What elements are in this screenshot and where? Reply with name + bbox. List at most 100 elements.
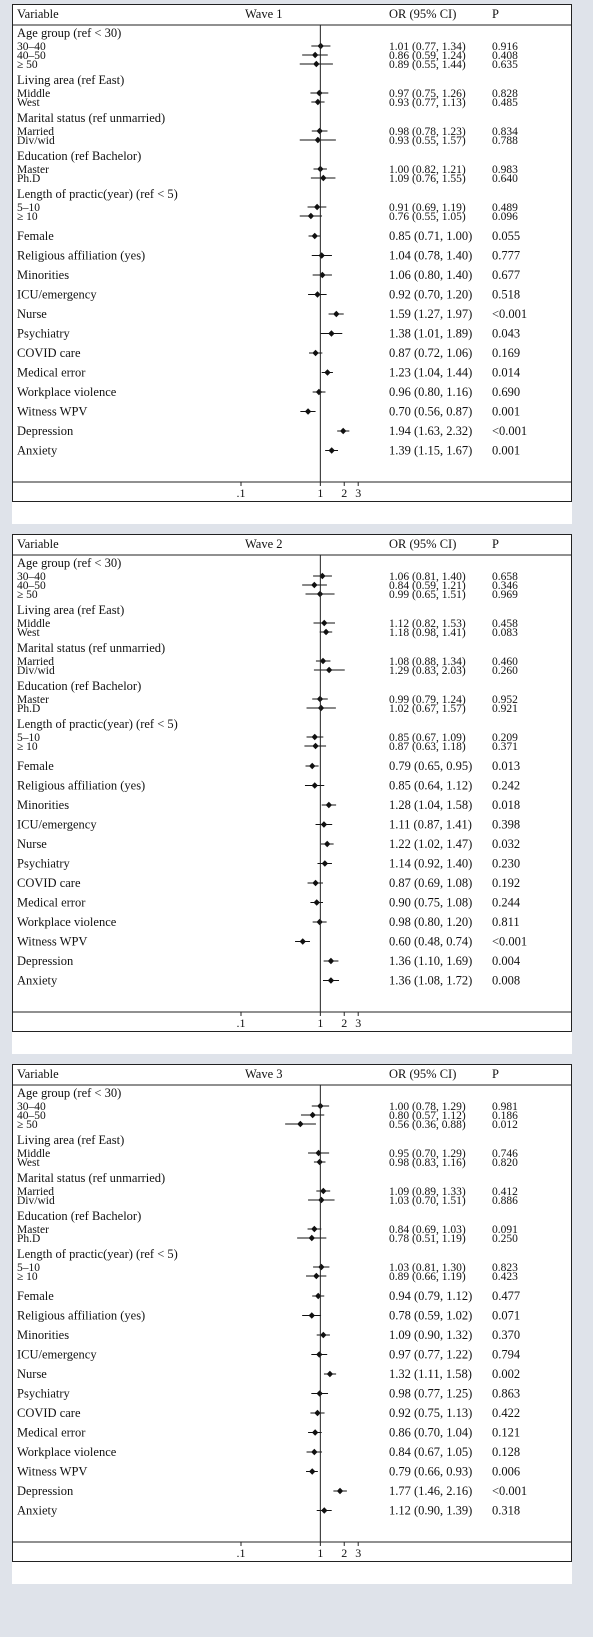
x-tick-label: 2 [341,486,347,500]
odds-ratio-marker [311,581,318,589]
or-ci-value: 1.94 (1.63, 2.32) [389,424,472,438]
column-header-or: OR (95% CI) [389,1067,456,1081]
p-value: <0.001 [492,307,527,321]
x-tick-label: 3 [355,1016,361,1030]
x-tick-label: 1 [317,1016,323,1030]
row-label: Nurse [17,307,47,321]
column-header-p: P [492,537,499,551]
or-ci-value: 0.89 (0.66, 1.19) [389,1271,466,1283]
or-ci-value: 0.98 (0.80, 1.20) [389,915,472,929]
p-value: 0.014 [492,366,521,380]
row-label: 5–10 [17,202,40,214]
row-label: Workplace violence [17,915,117,929]
odds-ratio-marker [308,1312,315,1319]
or-ci-value: 0.84 (0.59, 1.21) [389,580,466,592]
p-value: 0.886 [492,1195,518,1207]
or-ci-value: 1.12 (0.82, 1.53) [389,618,466,630]
x-tick-label: 1 [317,486,323,500]
odds-ratio-marker [327,957,335,965]
or-ci-value: 0.80 (0.57, 1.12) [389,1110,466,1122]
row-label: Religious affiliation (yes) [17,249,145,263]
column-header-or: OR (95% CI) [389,7,456,21]
p-value: 0.412 [492,1186,518,1198]
group-label: Age group (ref < 30) [17,1086,121,1100]
odds-ratio-marker [320,1331,327,1339]
row-label: Div/wid [17,665,55,677]
or-ci-value: 1.59 (1.27, 1.97) [389,307,472,321]
odds-ratio-marker [314,1409,321,1417]
odds-ratio-marker [328,330,335,337]
or-ci-value: 1.03 (0.70, 1.51) [389,1195,466,1207]
row-label: 30–40 [17,41,46,53]
p-value: 0.242 [492,779,520,793]
row-label: Middle [17,1148,50,1160]
column-header-p: P [492,7,499,21]
row-label: Religious affiliation (yes) [17,1309,145,1323]
or-ci-value: 1.00 (0.82, 1.21) [389,164,466,176]
p-value: 0.983 [492,164,518,176]
wave-2-panel: Variable Wave 2 OR (95% CI) P Age group (ref… [12,534,572,1054]
p-value: 0.981 [492,1101,518,1113]
odds-ratio-marker [316,1351,323,1358]
group-label: Marital status (ref unmarried) [17,111,165,125]
or-ci-value: 0.99 (0.65, 1.51) [389,589,466,601]
p-value: 0.370 [492,1328,520,1342]
p-value: 0.121 [492,1426,520,1440]
odds-ratio-marker [311,51,319,59]
group-label: Marital status (ref unmarried) [17,1171,165,1185]
odds-ratio-marker [336,1487,344,1495]
wave-title: Wave 3 [245,1067,283,1081]
row-label: ≥ 50 [17,589,38,601]
or-ci-value: 0.94 (0.79, 1.12) [389,1289,472,1303]
row-label: Medical error [17,1426,86,1440]
row-label: Master [17,1224,49,1236]
p-value: 0.250 [492,1233,518,1245]
group-label: Education (ref Bachelor) [17,149,141,163]
row-label: Religious affiliation (yes) [17,779,145,793]
forest-plot-wave-2: Variable Wave 2 OR (95% CI) P Age group (ref… [12,534,572,1032]
or-ci-value: 1.18 (0.98, 1.41) [389,627,466,639]
row-label: Married [17,656,54,668]
row-label: West [17,97,41,109]
row-label: Anxiety [17,1504,58,1518]
or-ci-value: 0.92 (0.70, 1.20) [389,288,472,302]
p-value: 0.788 [492,135,518,147]
row-label: Medical error [17,896,86,910]
odds-ratio-marker [322,628,330,636]
odds-ratio-marker [318,1263,325,1271]
odds-ratio-marker [312,879,319,887]
or-ci-value: 0.98 (0.83, 1.16) [389,1157,466,1169]
odds-ratio-marker [299,938,306,945]
odds-ratio-marker [311,733,318,741]
group-label: Education (ref Bachelor) [17,1209,141,1223]
row-label: Married [17,1186,54,1198]
p-value: 0.083 [492,627,518,639]
row-label: West [17,627,41,639]
row-label: Depression [17,1484,74,1498]
or-ci-value: 0.97 (0.75, 1.26) [389,88,466,100]
group-label: Age group (ref < 30) [17,26,121,40]
p-value: 0.518 [492,288,520,302]
p-value: 0.794 [492,1348,521,1362]
x-tick-label: 3 [355,1546,361,1560]
p-value: 0.952 [492,694,518,706]
row-label: Depression [17,954,74,968]
p-value: 0.001 [492,444,520,458]
row-label: Workplace violence [17,1445,117,1459]
or-ci-value: 1.06 (0.81, 1.40) [389,571,466,583]
odds-ratio-marker [309,1111,316,1119]
row-label: Master [17,694,49,706]
row-label: Workplace violence [17,385,117,399]
column-header-variable: Variable [17,537,59,551]
row-label: Medical error [17,366,86,380]
column-header-variable: Variable [17,1067,59,1081]
or-ci-value: 1.12 (0.90, 1.39) [389,1504,472,1518]
p-value: 0.398 [492,818,520,832]
column-header-or: OR (95% CI) [389,537,456,551]
odds-ratio-marker [325,666,333,674]
odds-ratio-marker [313,899,320,906]
p-value: 0.811 [492,915,520,929]
odds-ratio-marker [327,977,335,984]
or-ci-value: 1.02 (0.67, 1.57) [389,703,466,715]
row-label: Psychiatry [17,857,71,871]
